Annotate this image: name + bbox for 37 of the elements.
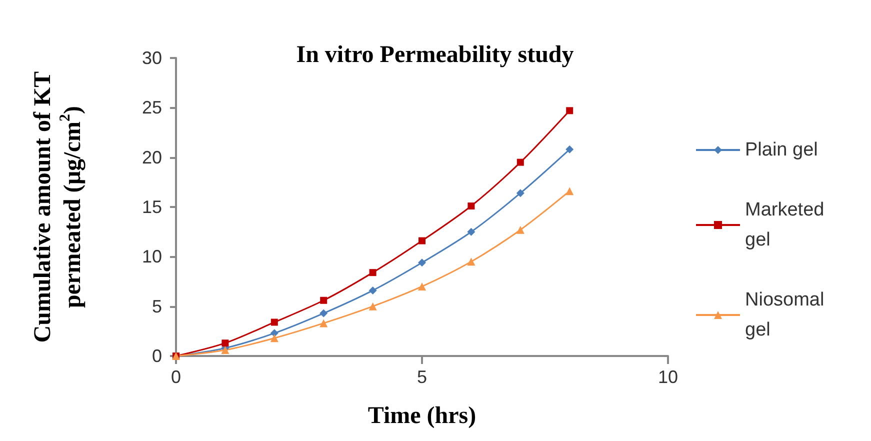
point bbox=[566, 107, 574, 114]
point bbox=[566, 187, 574, 196]
point bbox=[516, 226, 524, 234]
legend-label: Plain gel bbox=[745, 140, 818, 160]
point bbox=[467, 228, 476, 236]
x-tick-label: 5 bbox=[416, 367, 428, 387]
point bbox=[418, 237, 426, 244]
point bbox=[222, 340, 229, 347]
point bbox=[270, 318, 278, 326]
point bbox=[516, 189, 524, 198]
y-tick-label: 25 bbox=[142, 98, 162, 118]
point bbox=[467, 258, 476, 266]
point bbox=[368, 286, 377, 294]
point bbox=[270, 329, 278, 338]
y-tick-label: 30 bbox=[142, 48, 162, 68]
y-tick-label: 0 bbox=[152, 346, 162, 366]
y-tick-label: 15 bbox=[142, 197, 162, 217]
y-tick-label: 10 bbox=[142, 246, 162, 267]
point bbox=[418, 282, 426, 290]
point bbox=[566, 145, 574, 154]
point bbox=[368, 302, 377, 310]
x-tick-label: 0 bbox=[170, 367, 182, 387]
x-tick-label: 10 bbox=[658, 367, 678, 387]
point bbox=[320, 309, 328, 318]
point bbox=[468, 202, 475, 210]
legend-label: Marketed gel bbox=[745, 200, 830, 250]
y-tick-label: 20 bbox=[142, 147, 162, 168]
point bbox=[418, 258, 426, 267]
point bbox=[516, 158, 524, 166]
y-tick-label: 5 bbox=[152, 296, 162, 316]
point bbox=[320, 296, 328, 304]
point bbox=[270, 334, 278, 342]
legend-label: Niosomal gel bbox=[745, 290, 830, 340]
point bbox=[369, 269, 376, 276]
chart-title: In vitro Permeability study bbox=[296, 42, 574, 68]
point bbox=[320, 319, 328, 328]
x-axis-title: Time (hrs) bbox=[368, 403, 476, 429]
